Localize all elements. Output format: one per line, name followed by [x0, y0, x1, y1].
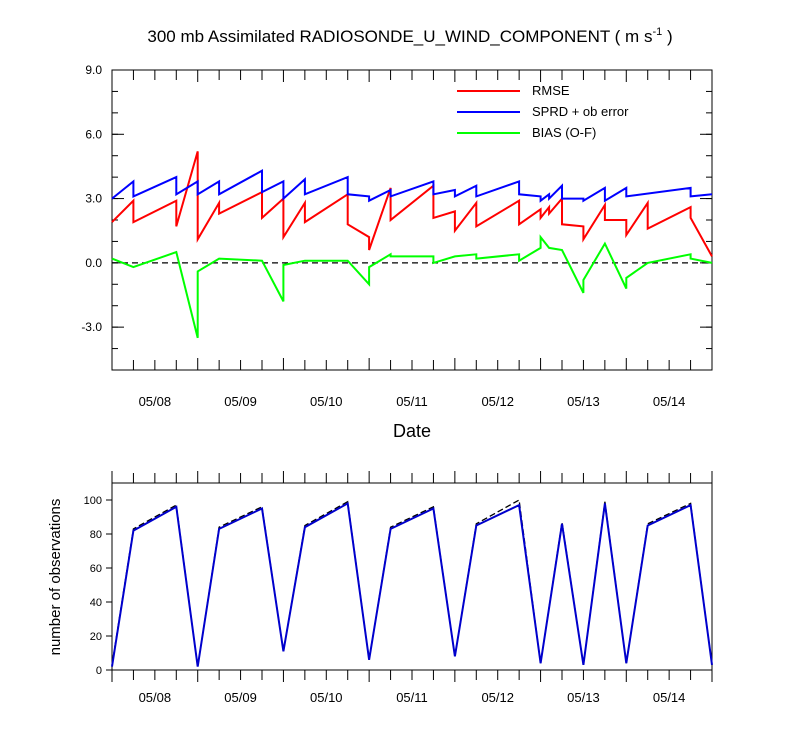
top-x-tick-label: 05/13: [567, 394, 600, 409]
top-x-tick-label: 05/09: [224, 394, 257, 409]
series-line-0: [111, 151, 713, 257]
legend-label-1: SPRD + ob error: [532, 104, 629, 119]
top-series: [111, 151, 713, 339]
series-line-2: [111, 234, 713, 339]
legend-label-0: RMSE: [532, 83, 570, 98]
bottom-x-tick-label: 05/08: [139, 690, 172, 705]
legend-label-2: BIAS (O-F): [532, 125, 596, 140]
top-x-tick-label: 05/10: [310, 394, 343, 409]
y-axis-label-observations: number of observations: [47, 499, 64, 656]
bottom-series: [111, 498, 713, 667]
top-x-tick-label: 05/08: [139, 394, 172, 409]
series-line-1: [111, 169, 713, 203]
top-x-tick-label: 05/12: [481, 394, 514, 409]
bottom-x-tick-label: 05/14: [653, 690, 686, 705]
bottom-x-tick-label: 05/13: [567, 690, 600, 705]
bottom-x-tick-label: 05/11: [396, 690, 428, 705]
bottom-y-tick-label: 20: [90, 631, 102, 643]
chart-title-superscript: -1: [652, 26, 662, 38]
bottom-y-tick-label: 0: [96, 665, 102, 677]
top-y-tick-label: 3.0: [85, 192, 102, 206]
bottom-y-tick-label: 40: [90, 597, 102, 609]
top-x-ticks: 05/08 05/09 05/10 05/11 05/12 05/13 05/14: [111, 70, 713, 409]
bottom-x-tick-label: 05/10: [310, 690, 343, 705]
chart-title-suffix: ): [662, 27, 672, 46]
bottom-x-ticks: 05/08 05/09 05/10 05/11 05/12 05/13 05/14: [111, 471, 713, 705]
bottom-x-tick-label: 05/12: [481, 690, 514, 705]
bottom-y-tick-label: 100: [84, 495, 102, 507]
top-x-tick-label: 05/11: [396, 394, 428, 409]
chart-title-main: 300 mb Assimilated RADIOSONDE_U_WIND_COM…: [147, 27, 652, 46]
top-y-tick-label: 0.0: [85, 256, 102, 270]
x-axis-label: Date: [393, 421, 431, 441]
legend: RMSE SPRD + ob error BIAS (O-F): [457, 83, 629, 140]
top-y-tick-label: 9.0: [85, 63, 102, 77]
top-x-tick-label: 05/14: [653, 394, 686, 409]
bottom-x-tick-label: 05/09: [224, 690, 257, 705]
bottom-y-ticks: 0 20 40 60 80 100: [84, 495, 112, 677]
bottom-y-tick-label: 80: [90, 529, 102, 541]
chart-title: 300 mb Assimilated RADIOSONDE_U_WIND_COM…: [147, 26, 672, 46]
top-y-tick-label: -3.0: [81, 320, 102, 334]
top-y-tick-label: 6.0: [85, 127, 102, 141]
bottom-y-tick-label: 60: [90, 563, 102, 575]
top-chart: 9.06.03.00.0-3.0 05/08 05/09 05/10 05/11 05/…: [81, 63, 713, 409]
obs-series-line-1: [111, 501, 713, 667]
